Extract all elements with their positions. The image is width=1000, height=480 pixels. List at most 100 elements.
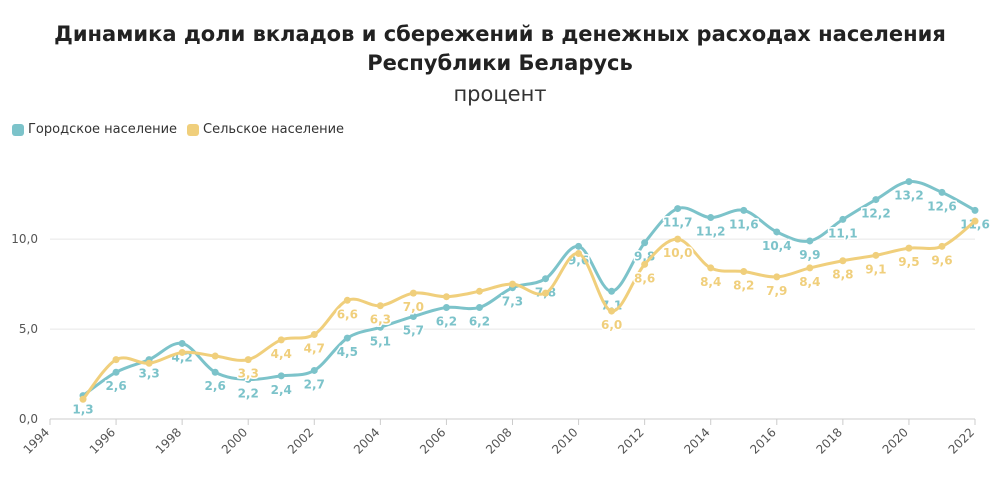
point	[971, 206, 979, 214]
point	[79, 395, 87, 403]
data-label: 10,4	[762, 239, 792, 253]
point	[806, 264, 814, 272]
data-label: 6,3	[370, 313, 391, 327]
data-label: 9,1	[865, 262, 886, 276]
point	[674, 235, 682, 243]
point	[674, 205, 682, 213]
legend-swatch	[187, 123, 200, 136]
x-tick-label: 2016	[747, 425, 778, 456]
data-label: 8,6	[634, 271, 655, 285]
point	[575, 250, 583, 258]
point	[806, 237, 814, 245]
data-label: 2,2	[238, 386, 259, 400]
point	[542, 289, 550, 297]
point	[409, 289, 417, 297]
legend-item[interactable]: Городское население	[12, 122, 177, 137]
x-tick-label: 2008	[483, 425, 514, 456]
point	[608, 307, 616, 315]
point	[277, 336, 285, 344]
point	[244, 356, 252, 364]
data-label: 4,4	[271, 347, 292, 361]
data-label: 11,1	[828, 226, 858, 240]
data-label: 11,7	[663, 216, 693, 230]
point	[112, 356, 120, 364]
data-label: 8,4	[799, 275, 820, 289]
data-label: 6,2	[469, 314, 490, 328]
data-label: 11,6	[729, 217, 759, 231]
point	[475, 303, 483, 311]
data-label: 4,7	[304, 341, 325, 355]
data-label: 11,2	[696, 225, 726, 239]
point	[872, 196, 880, 204]
point	[376, 323, 384, 331]
x-tick-label: 2022	[946, 425, 977, 456]
chart-title: Динамика доли вкладов и сбережений в ден…	[54, 22, 946, 75]
point	[839, 257, 847, 265]
data-label: 13,2	[894, 189, 924, 203]
data-label: 1,3	[72, 403, 93, 417]
data-label: 5,7	[403, 323, 424, 337]
point	[211, 368, 219, 376]
x-tick-label: 1994	[21, 425, 52, 456]
point	[542, 275, 550, 283]
y-tick-label: 10,0	[11, 232, 38, 246]
point	[707, 214, 715, 222]
point	[608, 287, 616, 295]
data-label: 2,7	[304, 377, 325, 391]
data-label: 7,9	[766, 284, 787, 298]
point	[575, 242, 583, 250]
point	[773, 228, 781, 236]
point	[641, 239, 649, 247]
data-label: 8,8	[832, 268, 853, 282]
point	[211, 352, 219, 360]
x-tick-label: 2014	[681, 425, 712, 456]
line	[82, 180, 976, 397]
data-label: 8,2	[733, 279, 754, 293]
data-label: 10,0	[663, 246, 693, 260]
y-tick-label: 0,0	[19, 412, 38, 426]
x-tick-label: 2010	[549, 425, 580, 456]
x-tick-label: 2012	[615, 425, 646, 456]
data-label: 9,9	[799, 248, 820, 262]
data-label: 9,5	[898, 255, 919, 269]
x-tick-label: 2004	[351, 425, 382, 456]
x-tick-label: 2000	[219, 425, 250, 456]
data-label: 2,6	[205, 379, 226, 393]
y-tick-label: 5,0	[19, 322, 38, 336]
point	[178, 339, 186, 347]
legend-label: Городское население	[28, 122, 178, 137]
data-label: 7,0	[403, 300, 424, 314]
point	[409, 312, 417, 320]
point	[442, 303, 450, 311]
point	[938, 188, 946, 196]
point	[244, 375, 252, 383]
data-label: 2,6	[105, 379, 126, 393]
point	[310, 330, 318, 338]
legend-item[interactable]: Сельское население	[187, 122, 344, 137]
point	[872, 251, 880, 259]
point	[740, 268, 748, 276]
legend: Городское население Сельское население	[12, 122, 344, 137]
point	[442, 293, 450, 301]
series: 1,32,63,34,22,62,2 2,4 2,74,55,15,76,2 6,27…	[71, 178, 991, 418]
data-label: 7,3	[502, 295, 523, 309]
x-tick-label: 2020	[880, 425, 911, 456]
point	[343, 296, 351, 304]
data-label: 5,1	[370, 334, 391, 348]
point	[839, 215, 847, 223]
x-tick-label: 2002	[285, 425, 316, 456]
point	[509, 280, 516, 288]
point	[112, 368, 120, 376]
data-label: 8,4	[700, 275, 721, 289]
data-label: 4,5	[337, 345, 358, 359]
point	[277, 372, 285, 380]
line	[81, 219, 976, 401]
data-label: 6,0	[601, 318, 622, 332]
x-tick-label: 2018	[813, 425, 844, 456]
data-label: 3,3	[238, 367, 259, 381]
data-label: 12,2	[861, 207, 891, 221]
point	[343, 334, 351, 342]
point	[905, 178, 913, 186]
